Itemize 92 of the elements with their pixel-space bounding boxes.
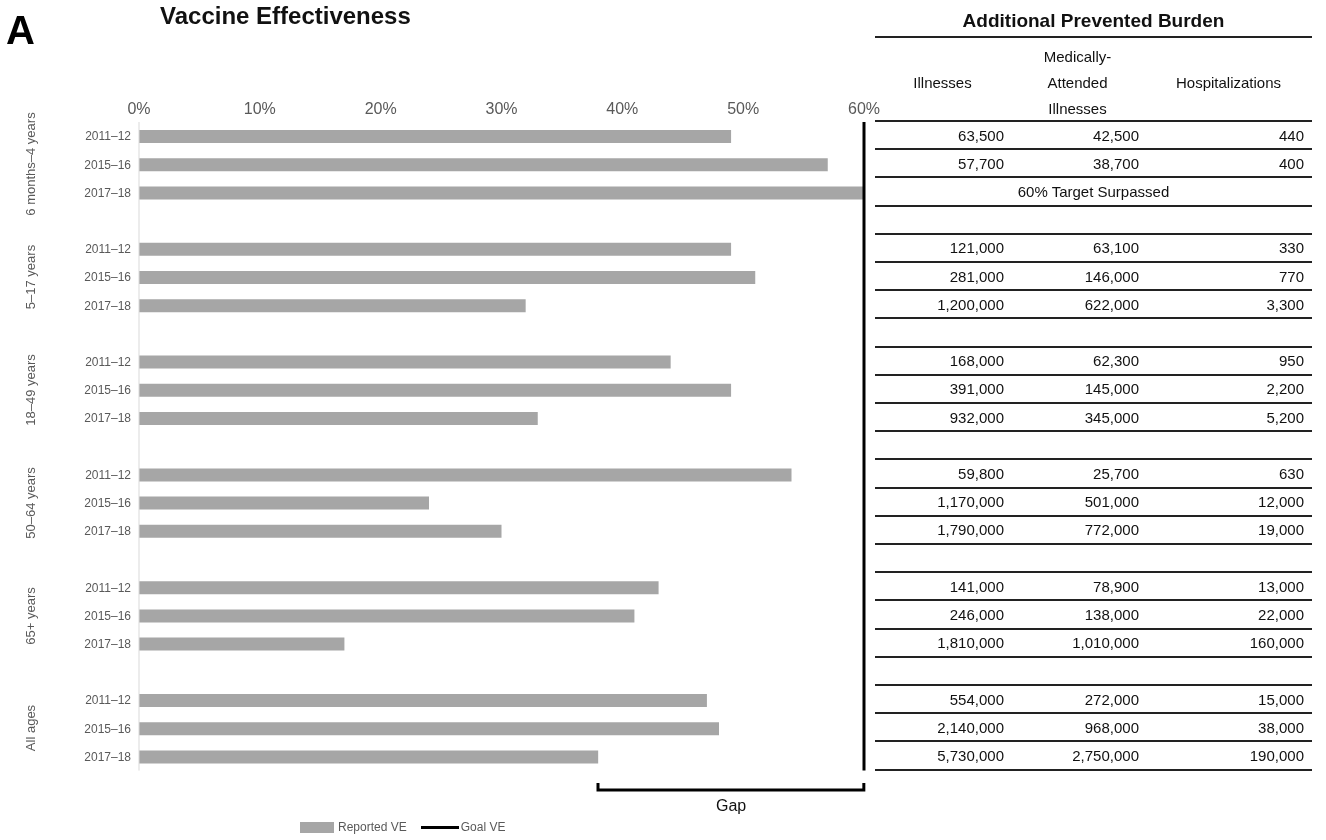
- category-label: Hospitalizations: [1174, 73, 1283, 93]
- text: 3,300: [1266, 295, 1304, 313]
- text: 121,000: [949, 239, 1004, 257]
- text: 57,700: [958, 154, 1004, 172]
- chart-title: Vaccine Effectiveness: [160, 2, 411, 30]
- text: 42,500: [1093, 126, 1139, 144]
- y-tick-label: 2017–18: [84, 524, 132, 539]
- text: 38,700: [1093, 154, 1139, 172]
- y-tick-label: 2011–12: [85, 242, 132, 257]
- text: Gap: [715, 796, 747, 815]
- text: 65+ years: [22, 585, 38, 647]
- text: 2,750,000: [1072, 746, 1139, 764]
- text: 1,010,000: [1072, 634, 1139, 652]
- text: 6 months–4 years: [22, 111, 38, 217]
- text: 5,200: [1266, 408, 1304, 426]
- x-tick-label: 60%: [847, 100, 881, 117]
- text: 630: [1278, 464, 1304, 482]
- text: 501,000: [1084, 493, 1139, 511]
- text: 968,000: [1084, 718, 1139, 736]
- text: 345,000: [1084, 408, 1139, 426]
- text: 25,700: [1093, 464, 1139, 482]
- text: 60% Target Surpassed: [1017, 182, 1170, 200]
- text: 1,200,000: [937, 295, 1004, 313]
- x-tick-label: 20%: [364, 100, 397, 117]
- text: 770: [1278, 267, 1304, 285]
- text: 145,000: [1084, 380, 1139, 398]
- y-tick-label: 2011–12: [85, 467, 132, 482]
- text: 281,000: [949, 267, 1004, 285]
- y-tick-label: 2015–16: [84, 721, 132, 736]
- text: 400: [1278, 154, 1304, 172]
- text: 440: [1278, 126, 1304, 144]
- x-tick-label: 30%: [485, 100, 518, 117]
- y-tick-label: 2015–16: [84, 495, 132, 510]
- category-label: Illnesses: [912, 73, 973, 93]
- text: 141,000: [949, 577, 1004, 595]
- text: 18–49 years: [22, 353, 38, 428]
- y-tick-label: 2011–12: [85, 580, 132, 595]
- legend-label: Goal VE: [459, 820, 506, 834]
- y-tick-label: 2015–16: [84, 157, 132, 172]
- text: 50–64 years: [22, 465, 38, 541]
- text: 12,000: [1258, 493, 1304, 511]
- text: 2,200: [1266, 380, 1304, 398]
- text: 63,100: [1093, 239, 1139, 257]
- text: 78,900: [1093, 577, 1139, 595]
- text: 59,800: [958, 464, 1004, 482]
- legend-label: Reported VE: [337, 820, 407, 834]
- text: 950: [1278, 352, 1304, 370]
- y-tick-label: 2017–18: [84, 411, 132, 426]
- text: 13,000: [1258, 577, 1304, 595]
- y-tick-label: 2015–16: [84, 383, 132, 398]
- y-tick-label: 2015–16: [84, 608, 132, 623]
- y-tick-label: 2017–18: [84, 298, 132, 313]
- text: 146,000: [1084, 267, 1139, 285]
- text: 168,000: [949, 352, 1004, 370]
- y-tick-label: 2017–18: [84, 636, 132, 651]
- x-tick-label: 10%: [243, 100, 276, 117]
- text: Additional Prevented Burden: [875, 10, 1312, 38]
- text: 22,000: [1258, 605, 1304, 623]
- category-label: Medically-Attended Illnesses: [1042, 47, 1113, 119]
- text: 622,000: [1084, 295, 1139, 313]
- x-tick-label: 50%: [727, 100, 760, 117]
- text: 38,000: [1258, 718, 1304, 736]
- text: 1,810,000: [937, 634, 1004, 652]
- text: 554,000: [949, 690, 1004, 708]
- text: 246,000: [949, 605, 1004, 623]
- x-tick-label: 40%: [606, 100, 639, 117]
- text: 1,170,000: [937, 493, 1004, 511]
- text: 2,140,000: [937, 718, 1004, 736]
- y-tick-label: 2011–12: [85, 129, 132, 144]
- text: 772,000: [1084, 521, 1139, 539]
- text: 138,000: [1084, 605, 1139, 623]
- text: 19,000: [1258, 521, 1304, 539]
- y-tick-label: 2015–16: [84, 270, 132, 285]
- text: 330: [1278, 239, 1304, 257]
- text: 62,300: [1093, 352, 1139, 370]
- text: All ages: [22, 704, 38, 754]
- text: 5,730,000: [937, 746, 1004, 764]
- y-tick-label: 2017–18: [84, 185, 132, 200]
- text: 932,000: [949, 408, 1004, 426]
- text: 272,000: [1084, 690, 1139, 708]
- y-tick-label: 2017–18: [84, 749, 132, 764]
- text: 160,000: [1249, 634, 1304, 652]
- text: 15,000: [1258, 690, 1304, 708]
- text: 190,000: [1249, 746, 1304, 764]
- x-tick-label: 0%: [127, 100, 151, 117]
- y-tick-label: 2011–12: [85, 354, 132, 369]
- text: 1,790,000: [937, 521, 1004, 539]
- text: A: [6, 8, 35, 53]
- text: 391,000: [949, 380, 1004, 398]
- text: 5–17 years: [22, 243, 38, 312]
- y-tick-label: 2011–12: [85, 693, 132, 708]
- text: 63,500: [958, 126, 1004, 144]
